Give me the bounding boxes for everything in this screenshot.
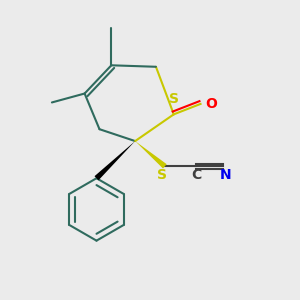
Text: O: O bbox=[205, 97, 217, 111]
Text: S: S bbox=[169, 92, 179, 106]
Text: S: S bbox=[157, 168, 167, 182]
Text: C: C bbox=[191, 168, 201, 182]
Text: N: N bbox=[220, 168, 232, 182]
Polygon shape bbox=[135, 141, 167, 169]
Polygon shape bbox=[94, 141, 135, 180]
